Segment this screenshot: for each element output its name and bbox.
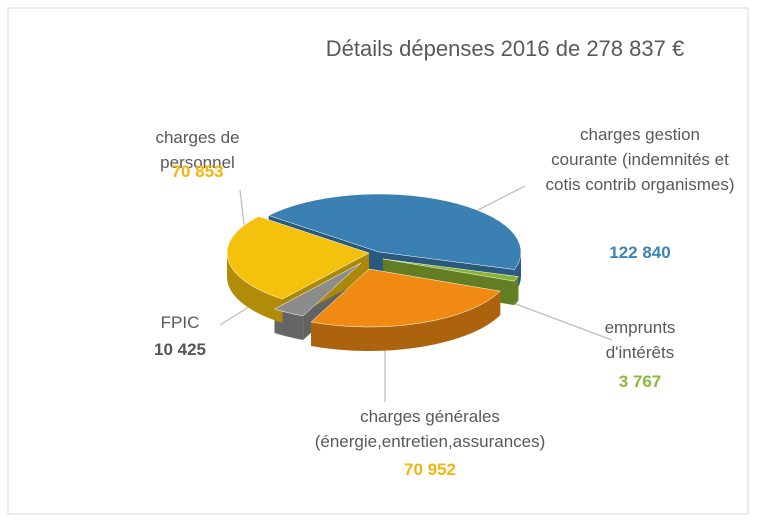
slice	[310, 268, 501, 328]
data-label-name: FPIC	[160, 313, 200, 332]
data-label-value: 3 767	[618, 372, 662, 391]
chart-title: Détails dépenses 2016 de 278 837 €	[325, 36, 685, 61]
data-label-name: emprunts d'intérêts	[604, 318, 676, 362]
data-label-name: charges de personnel	[155, 128, 240, 172]
slice	[273, 262, 362, 317]
leader-line	[504, 299, 613, 341]
data-label-value: 70 952	[404, 460, 456, 479]
data-label-name: charges gestion courante (indemnités et …	[545, 125, 735, 194]
slice	[267, 193, 522, 270]
data-label-value: 70 853	[171, 162, 224, 181]
pie	[226, 193, 522, 351]
slice-wall	[227, 253, 283, 324]
leader-line	[239, 189, 246, 233]
data-label-value: 10 425	[154, 340, 206, 359]
slice-wall	[311, 291, 501, 351]
slice	[382, 258, 519, 282]
data-label-value: 122 840	[609, 243, 671, 262]
leader-line	[477, 185, 526, 211]
data-label-name: charges générales (énergie,entretien,ass…	[314, 407, 546, 451]
slice	[226, 216, 370, 300]
slice-wall	[514, 276, 519, 306]
